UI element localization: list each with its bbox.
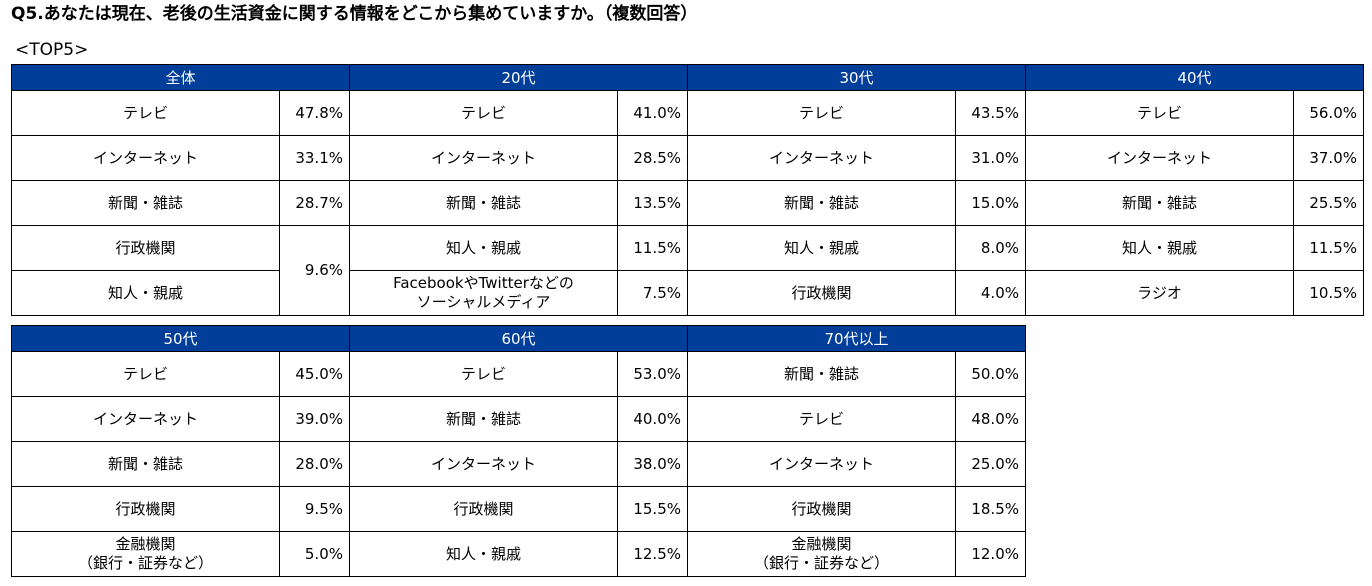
source-label: 新聞・雑誌	[11, 441, 280, 487]
source-label: インターネット	[1025, 135, 1294, 181]
source-label-line: （銀行・証券など）	[753, 554, 889, 572]
top5-subtitle: <TOP5>	[15, 40, 89, 60]
source-label: 知人・親戚	[349, 531, 618, 577]
percent-value: 11.5%	[1293, 225, 1364, 271]
percent-value: 28.5%	[617, 135, 688, 181]
source-label-two-line: 金融機関 （銀行・証券など）	[11, 531, 280, 577]
source-label: 知人・親戚	[1025, 225, 1294, 271]
source-label: 新聞・雑誌	[349, 396, 618, 442]
percent-value: 37.0%	[1293, 135, 1364, 181]
source-label: 知人・親戚	[349, 225, 618, 271]
percent-value: 5.0%	[279, 531, 350, 577]
percent-value: 53.0%	[617, 351, 688, 397]
percent-value: 38.0%	[617, 441, 688, 487]
percent-value: 13.5%	[617, 180, 688, 226]
table-row: 知人・親戚 FacebookやTwitterなどの ソーシャルメディア 7.5%…	[11, 270, 1364, 316]
percent-value: 48.0%	[955, 396, 1026, 442]
percent-value: 28.7%	[279, 180, 350, 226]
source-label: 新聞・雑誌	[687, 180, 956, 226]
percent-value: 18.5%	[955, 486, 1026, 532]
source-label: テレビ	[11, 90, 280, 136]
source-label: 行政機関	[687, 486, 956, 532]
source-label: 行政機関	[349, 486, 618, 532]
source-label: テレビ	[11, 351, 280, 397]
group-header-30s: 30代	[687, 64, 1026, 91]
source-label: インターネット	[687, 135, 956, 181]
source-label: インターネット	[11, 396, 280, 442]
source-label: インターネット	[11, 135, 280, 181]
source-label: インターネット	[687, 441, 956, 487]
source-label: 行政機関	[687, 270, 956, 316]
source-label: インターネット	[349, 135, 618, 181]
group-header-all: 全体	[11, 64, 350, 91]
source-label: テレビ	[1025, 90, 1294, 136]
source-label-line: 金融機関	[115, 535, 176, 553]
question-title: Q5.あなたは現在、老後の生活資金に関する情報をどこから集めていますか。（複数回…	[11, 4, 698, 24]
percent-value: 56.0%	[1293, 90, 1364, 136]
source-label: インターネット	[349, 441, 618, 487]
percent-value: 25.5%	[1293, 180, 1364, 226]
source-label: 新聞・雑誌	[687, 351, 956, 397]
source-label: テレビ	[349, 90, 618, 136]
percent-value: 40.0%	[617, 396, 688, 442]
source-label-line: （銀行・証券など）	[77, 554, 213, 572]
percent-value: 45.0%	[279, 351, 350, 397]
percent-value: 9.5%	[279, 486, 350, 532]
source-label: 知人・親戚	[11, 270, 280, 316]
source-label: テレビ	[349, 351, 618, 397]
source-label: 行政機関	[11, 486, 280, 532]
table-row: インターネット 33.1% インターネット 28.5% インターネット 31.0…	[11, 135, 1364, 181]
table-row: テレビ 47.8% テレビ 41.0% テレビ 43.5% テレビ 56.0%	[11, 90, 1364, 136]
percent-value: 39.0%	[279, 396, 350, 442]
table-row: 行政機関 9.6% 知人・親戚 11.5% 知人・親戚 8.0% 知人・親戚 1…	[11, 225, 1364, 316]
source-label-two-line: FacebookやTwitterなどの ソーシャルメディア	[349, 270, 618, 316]
percent-value: 41.0%	[617, 90, 688, 136]
group-header-20s: 20代	[349, 64, 688, 91]
percent-value: 50.0%	[955, 351, 1026, 397]
percent-value: 33.1%	[279, 135, 350, 181]
table-row: テレビ 45.0% テレビ 53.0% 新聞・雑誌 50.0%	[11, 351, 1026, 397]
table-row: 金融機関 （銀行・証券など） 5.0% 知人・親戚 12.5% 金融機関 （銀行…	[11, 531, 1026, 577]
source-label-line: ソーシャルメディア	[416, 293, 551, 311]
table-row: 新聞・雑誌 28.0% インターネット 38.0% インターネット 25.0%	[11, 441, 1026, 487]
table-row: 行政機関 9.5% 行政機関 15.5% 行政機関 18.5%	[11, 486, 1026, 532]
percent-value: 15.0%	[955, 180, 1026, 226]
percent-value: 10.5%	[1293, 270, 1364, 316]
bottom-age-table: 50代 60代 70代以上 テレビ 45.0% テレビ 53.0% 新聞・雑誌 …	[11, 325, 1026, 577]
source-label: 新聞・雑誌	[11, 180, 280, 226]
source-label-line: FacebookやTwitterなどの	[393, 274, 574, 292]
source-label: 知人・親戚	[687, 225, 956, 271]
source-label: 新聞・雑誌	[349, 180, 618, 226]
percent-value: 12.5%	[617, 531, 688, 577]
group-header-60s: 60代	[349, 325, 688, 352]
source-label-two-line: 金融機関 （銀行・証券など）	[687, 531, 956, 577]
percent-value: 28.0%	[279, 441, 350, 487]
source-label: テレビ	[687, 90, 956, 136]
percent-value: 4.0%	[955, 270, 1026, 316]
top-age-table: 全体 20代 30代 40代 テレビ 47.8% テレビ 41.0% テレビ 4…	[11, 64, 1364, 316]
source-label: ラジオ	[1025, 270, 1294, 316]
percent-value: 31.0%	[955, 135, 1026, 181]
percent-value-merged: 9.6%	[279, 225, 350, 316]
percent-value: 8.0%	[955, 225, 1026, 271]
percent-value: 47.8%	[279, 90, 350, 136]
percent-value: 25.0%	[955, 441, 1026, 487]
group-header-70s-plus: 70代以上	[687, 325, 1026, 352]
source-label: 新聞・雑誌	[1025, 180, 1294, 226]
percent-value: 12.0%	[955, 531, 1026, 577]
percent-value: 7.5%	[617, 270, 688, 316]
source-label: 行政機関	[11, 225, 280, 271]
table-row: 新聞・雑誌 28.7% 新聞・雑誌 13.5% 新聞・雑誌 15.0% 新聞・雑…	[11, 180, 1364, 226]
source-label-line: 金融機関	[791, 535, 852, 553]
source-label: テレビ	[687, 396, 956, 442]
percent-value: 11.5%	[617, 225, 688, 271]
percent-value: 43.5%	[955, 90, 1026, 136]
percent-value: 15.5%	[617, 486, 688, 532]
group-header-40s: 40代	[1025, 64, 1364, 91]
table-row: インターネット 39.0% 新聞・雑誌 40.0% テレビ 48.0%	[11, 396, 1026, 442]
group-header-50s: 50代	[11, 325, 350, 352]
